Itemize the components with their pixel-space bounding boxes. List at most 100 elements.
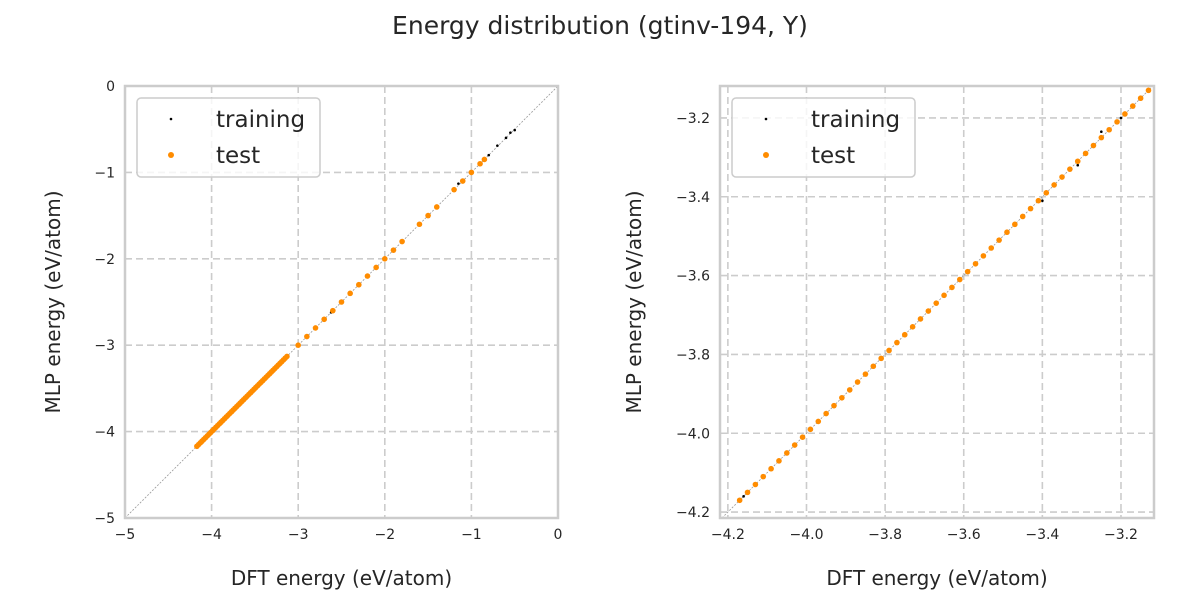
test-point [862, 371, 869, 377]
test-point [980, 253, 987, 259]
test-point [312, 325, 319, 331]
test-point [1145, 87, 1152, 94]
legend-label-training: training [216, 107, 305, 133]
legend-label-training: training [811, 107, 900, 133]
legend-marker-test [763, 152, 769, 158]
x-tick-label: −3 [288, 527, 309, 543]
training-point [487, 153, 491, 157]
x-tick-label: −3.6 [947, 527, 981, 543]
test-point [304, 333, 310, 340]
x-tick-label: −3.2 [1104, 527, 1138, 543]
y-axis-label: MLP energy (eV/atom) [622, 190, 646, 413]
test-point [886, 347, 892, 354]
training-point [457, 182, 460, 185]
test-point [373, 264, 379, 271]
y-tick-label: −1 [94, 165, 115, 181]
test-point [949, 284, 955, 291]
test-point [941, 292, 947, 299]
test-point [356, 281, 362, 288]
panel-2: −4.2 −4.0 −3.8 −3.6 −3.4 −3.2 −4.2 −4.0 −3.8 −3.6… [622, 84, 1156, 590]
training-point [1076, 163, 1080, 167]
test-point [1098, 134, 1105, 141]
y-tick-label: −3.4 [676, 190, 710, 206]
test-point [382, 255, 388, 262]
y-tick-label: −3.2 [676, 111, 710, 127]
test-point [925, 308, 932, 314]
y-tick-label: −5 [94, 511, 115, 527]
test-point [1059, 174, 1065, 180]
x-axis-label: DFT energy (eV/atom) [826, 566, 1047, 590]
test-point [1129, 103, 1136, 109]
training-point [1119, 116, 1123, 120]
test-point [917, 316, 924, 322]
y-tick-label: −3.8 [676, 347, 710, 363]
test-point [295, 342, 302, 349]
x-tick-label: −5 [115, 527, 136, 543]
test-point [1035, 197, 1042, 204]
panel-1: −5 −4 −3 −2 −1 0 −5 −4 −3 −2 −1 0 DFT energy (eV/ato… [41, 79, 562, 590]
test-point [1019, 213, 1026, 220]
test-point [964, 268, 971, 275]
y-tick-label: −3 [94, 338, 115, 354]
test-point [815, 418, 822, 425]
test-point [477, 160, 483, 167]
legend: training test [731, 97, 916, 178]
test-point [776, 458, 782, 464]
test-point [901, 331, 908, 338]
test-point [1090, 142, 1097, 149]
test-point [807, 426, 814, 433]
training-point [496, 144, 499, 147]
test-point [878, 355, 884, 362]
test-point [425, 212, 431, 219]
test-point [736, 497, 743, 504]
test-point [1067, 166, 1073, 172]
test-point [1012, 221, 1018, 228]
test-point [854, 379, 861, 385]
y-axis-label: MLP energy (eV/atom) [41, 190, 65, 413]
test-point [330, 307, 336, 314]
test-point [846, 387, 853, 393]
test-point [1004, 229, 1010, 236]
test-point [799, 434, 806, 440]
x-tick-label: −4.2 [711, 527, 745, 543]
test-point [416, 221, 423, 228]
y-tick-label: 0 [106, 79, 115, 95]
test-point [768, 465, 774, 472]
training-point [513, 128, 516, 132]
test-point [744, 489, 751, 496]
test-point [347, 290, 353, 297]
axes-frame [123, 84, 560, 520]
legend-label-test: test [811, 143, 855, 169]
test-point [338, 299, 345, 305]
y-tick-label: −2 [94, 252, 115, 268]
x-tick-label: −3.4 [1025, 527, 1059, 543]
test-point [1137, 95, 1144, 102]
y-tick-label: −4.2 [676, 505, 710, 521]
x-tick-label: −4.0 [789, 527, 823, 543]
test-point [823, 410, 829, 417]
training-point [1041, 199, 1044, 203]
training-point [504, 136, 508, 140]
test-point [831, 402, 837, 409]
test-point [1122, 111, 1128, 117]
test-point [1043, 190, 1050, 196]
legend-label-test: test [216, 143, 260, 169]
training-point [509, 131, 512, 134]
test-point [870, 363, 877, 370]
test-point [909, 324, 916, 330]
test-point [1106, 126, 1112, 133]
test-point [433, 204, 440, 210]
test-point [760, 473, 767, 480]
test-point [996, 237, 1002, 243]
figure-title: Energy distribution (gtinv-194, Y) [392, 11, 808, 40]
test-point [1027, 205, 1034, 212]
x-tick-label: −2 [374, 527, 395, 543]
plot-area [124, 85, 559, 519]
x-tick-label: −3.8 [868, 527, 902, 543]
test-point [1082, 150, 1089, 157]
x-tick-label: −4 [201, 527, 222, 543]
y-tick-label: −4 [94, 425, 115, 441]
test-point [784, 450, 790, 456]
axes-frame [718, 84, 1156, 520]
legend-marker-training [169, 117, 173, 121]
